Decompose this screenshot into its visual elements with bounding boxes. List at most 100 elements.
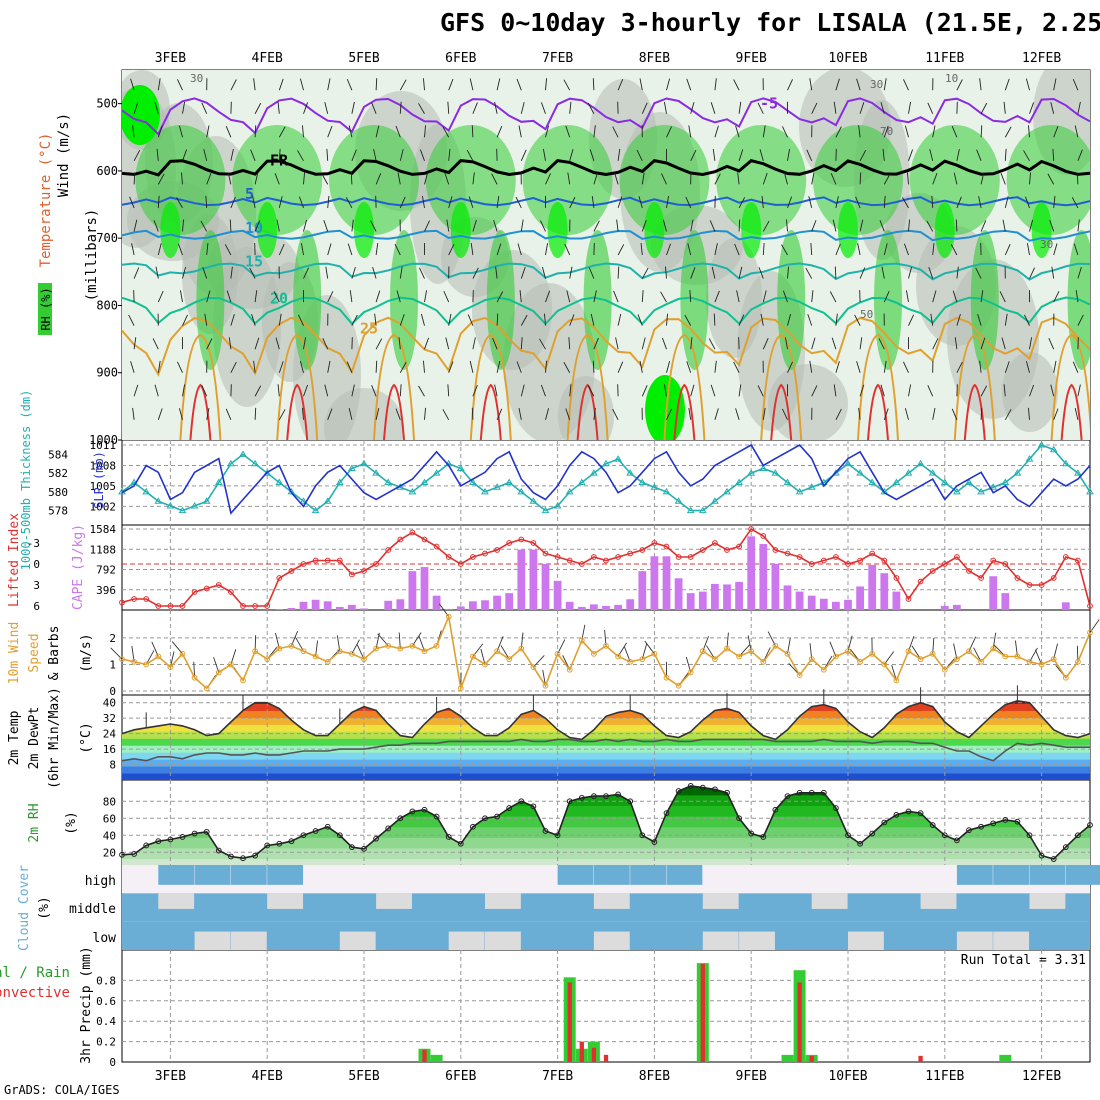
wind-speed-series-point [941,666,948,673]
wind-barb [201,385,208,397]
pressure-tick-label: 700 [96,231,118,245]
wind-barb [830,173,837,185]
rh-series-point [433,813,440,820]
rh-series-point [833,805,839,811]
wind-barb [1028,407,1030,420]
wind-barb [545,360,547,373]
rh-series-point [724,789,730,796]
wind-barb [346,78,353,91]
wind-barb [182,101,186,114]
wind-barb [545,173,551,185]
thickness-series-point [686,506,695,514]
wind-barb [299,361,304,373]
li-ylabel: Lifted Index [7,513,22,607]
rh-shade-green [813,125,903,235]
rh-series-point [1014,818,1021,825]
lifted-index-series-point [421,536,428,543]
wind-speed-series-point [651,650,658,657]
wind-barb [761,195,764,208]
wind-barb [470,243,474,256]
wind-barb [686,78,692,91]
cloud-high-block [1029,865,1066,885]
wind-barb [663,101,667,114]
lifted-index-series-point [228,589,234,595]
wind-speed-series-point [288,642,295,649]
lifted-index-series-point [978,575,984,581]
wind-barb [375,243,379,256]
wind-speed-series-point [615,653,621,660]
lifted-index-series-point [772,547,779,553]
rh-shade-gray [324,388,404,440]
wind-barb [759,149,764,161]
isotherm-spike-hot [286,383,309,440]
rh-series-point [215,847,222,854]
wind-barb [324,384,329,397]
upper-air-panel: -5FR510152025303030507010 [118,70,1090,441]
lifted-index-series-point [1087,603,1093,609]
thickness-series-point [517,487,526,495]
wind-barb [448,78,454,91]
wind-barb [593,172,598,185]
isotherm-label: 20 [270,289,288,307]
rh-series-point [203,828,210,835]
rh-series-point [699,784,706,791]
wind-barb [544,313,546,326]
wind-barb [327,125,333,138]
cape-bar [577,606,586,610]
lifted-index-series-point [990,557,997,564]
cloud-high-block [267,865,304,885]
wind-barb [496,78,501,91]
lifted-index-series-point [712,540,718,546]
thickness-series-point [214,478,223,485]
rh-series-point [373,835,380,842]
wind-barb [278,409,286,421]
wind-barb [132,407,135,420]
wind-barb [370,220,377,232]
lifted-index-series-point [1014,575,1021,581]
wind-barb [545,125,550,138]
wind-barb [617,244,625,256]
lifted-index-series-point [397,536,404,543]
wind-barb [905,290,909,303]
rh-band [122,816,1090,828]
wind-barb [714,78,717,91]
wind-barb [976,149,982,161]
wind-speed-series-point [361,656,367,663]
thickness-series-point [348,464,356,471]
wind-speed-series-point [421,648,428,655]
wind-barb [592,78,595,91]
wind-barb [931,195,934,208]
wind-barb [375,173,382,185]
wind-barb [612,126,619,138]
rh-series-point [990,820,997,827]
wind-barb [253,360,256,373]
cape-bar [698,591,707,610]
thickness-series-point [940,478,949,485]
wind-speed-series-point [675,682,682,689]
thickness-series-point [1037,441,1046,448]
thickness-series-point [178,506,187,514]
wind-barb [835,361,840,373]
wind-barb [564,243,571,256]
thickness-series-point [928,469,937,476]
wind-barb [807,314,813,326]
cloud-high-block [1065,865,1100,885]
pressure-tick-label: 800 [96,298,118,312]
cape-bar [844,599,852,610]
wind-barb [324,101,329,114]
wind-barb [375,78,378,91]
wind-barb [494,384,498,397]
wind-barb [859,150,867,162]
wind-barb [835,408,842,421]
cape-bar [444,608,453,610]
pressure-tick-label: 1000 [89,433,118,447]
wind-barb [545,290,551,303]
rh-series-point [615,791,621,798]
lifted-index-series-point [119,599,125,606]
wind-speed-series-point [373,645,380,652]
wind-speed-series-point [530,664,537,671]
lifted-index-series-point [155,603,162,609]
wind-barb [685,196,692,209]
wind-barb [1004,196,1009,209]
wind-barb [182,384,186,397]
